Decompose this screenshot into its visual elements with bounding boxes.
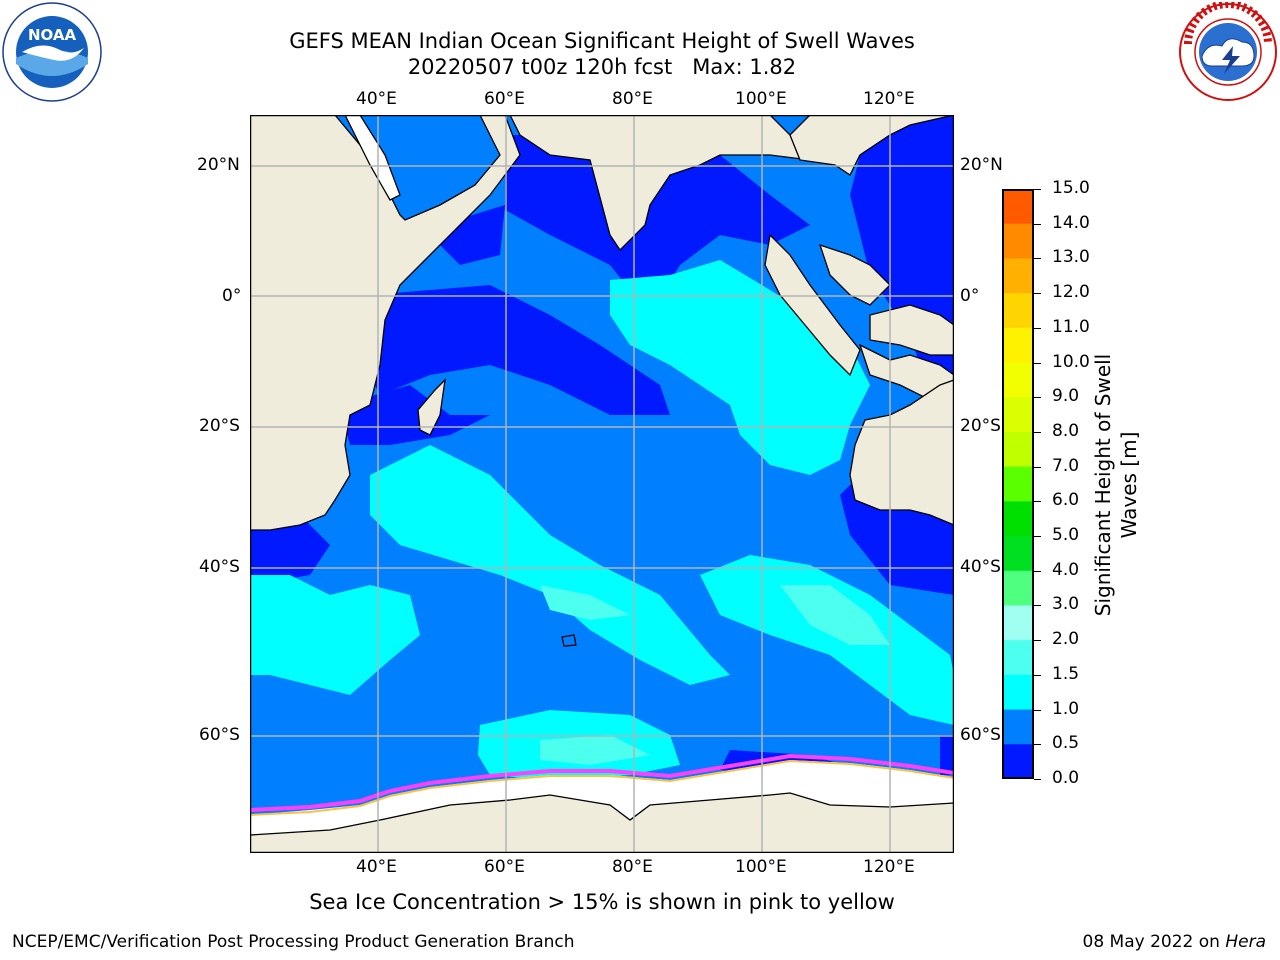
colorbar-swatches — [1002, 189, 1034, 780]
colorbar-tick — [1034, 431, 1041, 433]
map-gridlines — [250, 115, 954, 853]
colorbar-swatch — [1002, 431, 1034, 468]
colorbar-tick-label: 1.5 — [1052, 663, 1080, 684]
lon-label-top-40e: 40°E — [356, 89, 397, 109]
colorbar-tick — [1034, 779, 1041, 780]
colorbar-tick — [1034, 570, 1041, 572]
colorbar-tick-label: 0.5 — [1052, 733, 1080, 754]
colorbar-tick-label: 12.0 — [1052, 282, 1090, 303]
footer-credit: NCEP/EMC/Verification Post Processing Pr… — [12, 932, 575, 952]
higher-swell-regions — [540, 585, 890, 765]
colorbar-tick — [1034, 466, 1041, 468]
lat-label-right-20n: 20°N — [960, 155, 1003, 175]
colorbar-tick-label: 5.0 — [1052, 525, 1080, 546]
lon-label-top-80e: 80°E — [612, 89, 653, 109]
colorbar-tick — [1034, 258, 1041, 260]
colorbar-swatch — [1002, 605, 1034, 641]
colorbar-swatch — [1002, 258, 1034, 294]
colorbar-swatch — [1002, 674, 1034, 711]
colorbar-tick-label: 6.0 — [1052, 490, 1080, 511]
colorbar-tick-label: 7.0 — [1052, 455, 1080, 476]
colorbar-tick — [1034, 501, 1041, 503]
colorbar-swatch — [1002, 293, 1034, 329]
colorbar-tick — [1034, 293, 1041, 295]
colorbar-tick — [1034, 744, 1041, 746]
lat-label-right-0: 0° — [960, 286, 980, 306]
colorbar-tick — [1034, 223, 1041, 225]
colorbar-swatch — [1002, 189, 1034, 225]
colorbar-swatch — [1002, 536, 1034, 572]
colorbar-swatch — [1002, 501, 1034, 537]
footer-date: 08 May 2022 on Hera — [1083, 932, 1267, 952]
colorbar-tick — [1034, 605, 1041, 607]
colorbar-tick-label: 0.0 — [1052, 768, 1080, 788]
lon-label-bottom-80e: 80°E — [612, 857, 653, 877]
colorbar-title: Significant Height of Swell Waves [m] — [1090, 354, 1142, 616]
noaa-logo-text: NOAA — [28, 26, 77, 44]
lat-label-right-40s: 40°S — [960, 557, 1001, 577]
colorbar-swatch — [1002, 327, 1034, 364]
colorbar-swatch — [1002, 397, 1034, 433]
lon-label-bottom-60e: 60°E — [484, 857, 525, 877]
colorbar-tick — [1034, 362, 1041, 364]
lon-label-top-100e: 100°E — [735, 89, 787, 109]
colorbar-tick-label: 15.0 — [1052, 178, 1090, 198]
colorbar-tick-label: 10.0 — [1052, 351, 1090, 372]
sea-ice-caption: Sea Ice Concentration > 15% is shown in … — [309, 890, 895, 914]
colorbar-tick — [1034, 709, 1041, 711]
chart-subtitle: 20220507 t00z 120h fcst Max: 1.82 — [407, 55, 797, 79]
lon-label-bottom-120e: 120°E — [863, 857, 915, 877]
colorbar-tick — [1034, 189, 1041, 190]
colorbar-tick — [1034, 327, 1041, 329]
lat-label-left-20s: 20°S — [199, 416, 240, 436]
colorbar-tick — [1034, 397, 1041, 399]
lon-label-bottom-40e: 40°E — [356, 857, 397, 877]
chart-title: GEFS MEAN Indian Ocean Significant Heigh… — [289, 29, 915, 53]
lat-label-left-40s: 40°S — [199, 557, 240, 577]
swell-height-map — [249, 114, 955, 854]
colorbar-tick-label: 4.0 — [1052, 559, 1080, 580]
colorbar-tick-label: 1.0 — [1052, 698, 1080, 719]
lat-label-right-20s: 20°S — [960, 416, 1001, 436]
colorbar-tick — [1034, 640, 1041, 642]
colorbar-tick — [1034, 536, 1041, 538]
colorbar-tick-label: 13.0 — [1052, 247, 1090, 268]
footer-date-text: 08 May 2022 on — [1082, 932, 1226, 952]
lat-label-left-0: 0° — [222, 286, 242, 306]
colorbar-swatch — [1002, 744, 1034, 780]
colorbar-tick-label: 9.0 — [1052, 386, 1080, 407]
colorbar-border — [1002, 189, 1034, 779]
colorbar-title-line2: Waves [m] — [1117, 431, 1141, 539]
sea-ice-edge — [249, 753, 955, 812]
lat-label-left-60s: 60°S — [199, 725, 240, 745]
footer-host: Hera — [1225, 932, 1266, 952]
lat-label-right-60s: 60°S — [960, 725, 1001, 745]
colorbar-tick-label: 2.0 — [1052, 629, 1080, 650]
colorbar — [1002, 189, 1034, 780]
colorbar-swatch — [1002, 570, 1034, 606]
colorbar-swatch — [1002, 466, 1034, 502]
colorbar-swatch — [1002, 223, 1034, 259]
nws-logo-icon — [1178, 0, 1278, 102]
colorbar-tick-label: 3.0 — [1052, 594, 1080, 615]
colorbar-swatch — [1002, 709, 1034, 745]
lon-label-top-60e: 60°E — [484, 89, 525, 109]
noaa-logo-icon: NOAA — [2, 2, 102, 102]
colorbar-tick — [1034, 674, 1041, 676]
colorbar-swatch — [1002, 640, 1034, 676]
map-border — [249, 114, 955, 854]
lon-label-top-120e: 120°E — [863, 89, 915, 109]
lon-label-bottom-100e: 100°E — [735, 857, 787, 877]
colorbar-swatch — [1002, 362, 1034, 398]
colorbar-tick-label: 8.0 — [1052, 420, 1080, 441]
lat-label-left-20n: 20°N — [197, 155, 240, 175]
kerguelen-island — [561, 634, 577, 647]
colorbar-title-line1: Significant Height of Swell — [1091, 353, 1115, 617]
colorbar-tick-label: 14.0 — [1052, 212, 1090, 233]
colorbar-tick-label: 11.0 — [1052, 316, 1090, 337]
